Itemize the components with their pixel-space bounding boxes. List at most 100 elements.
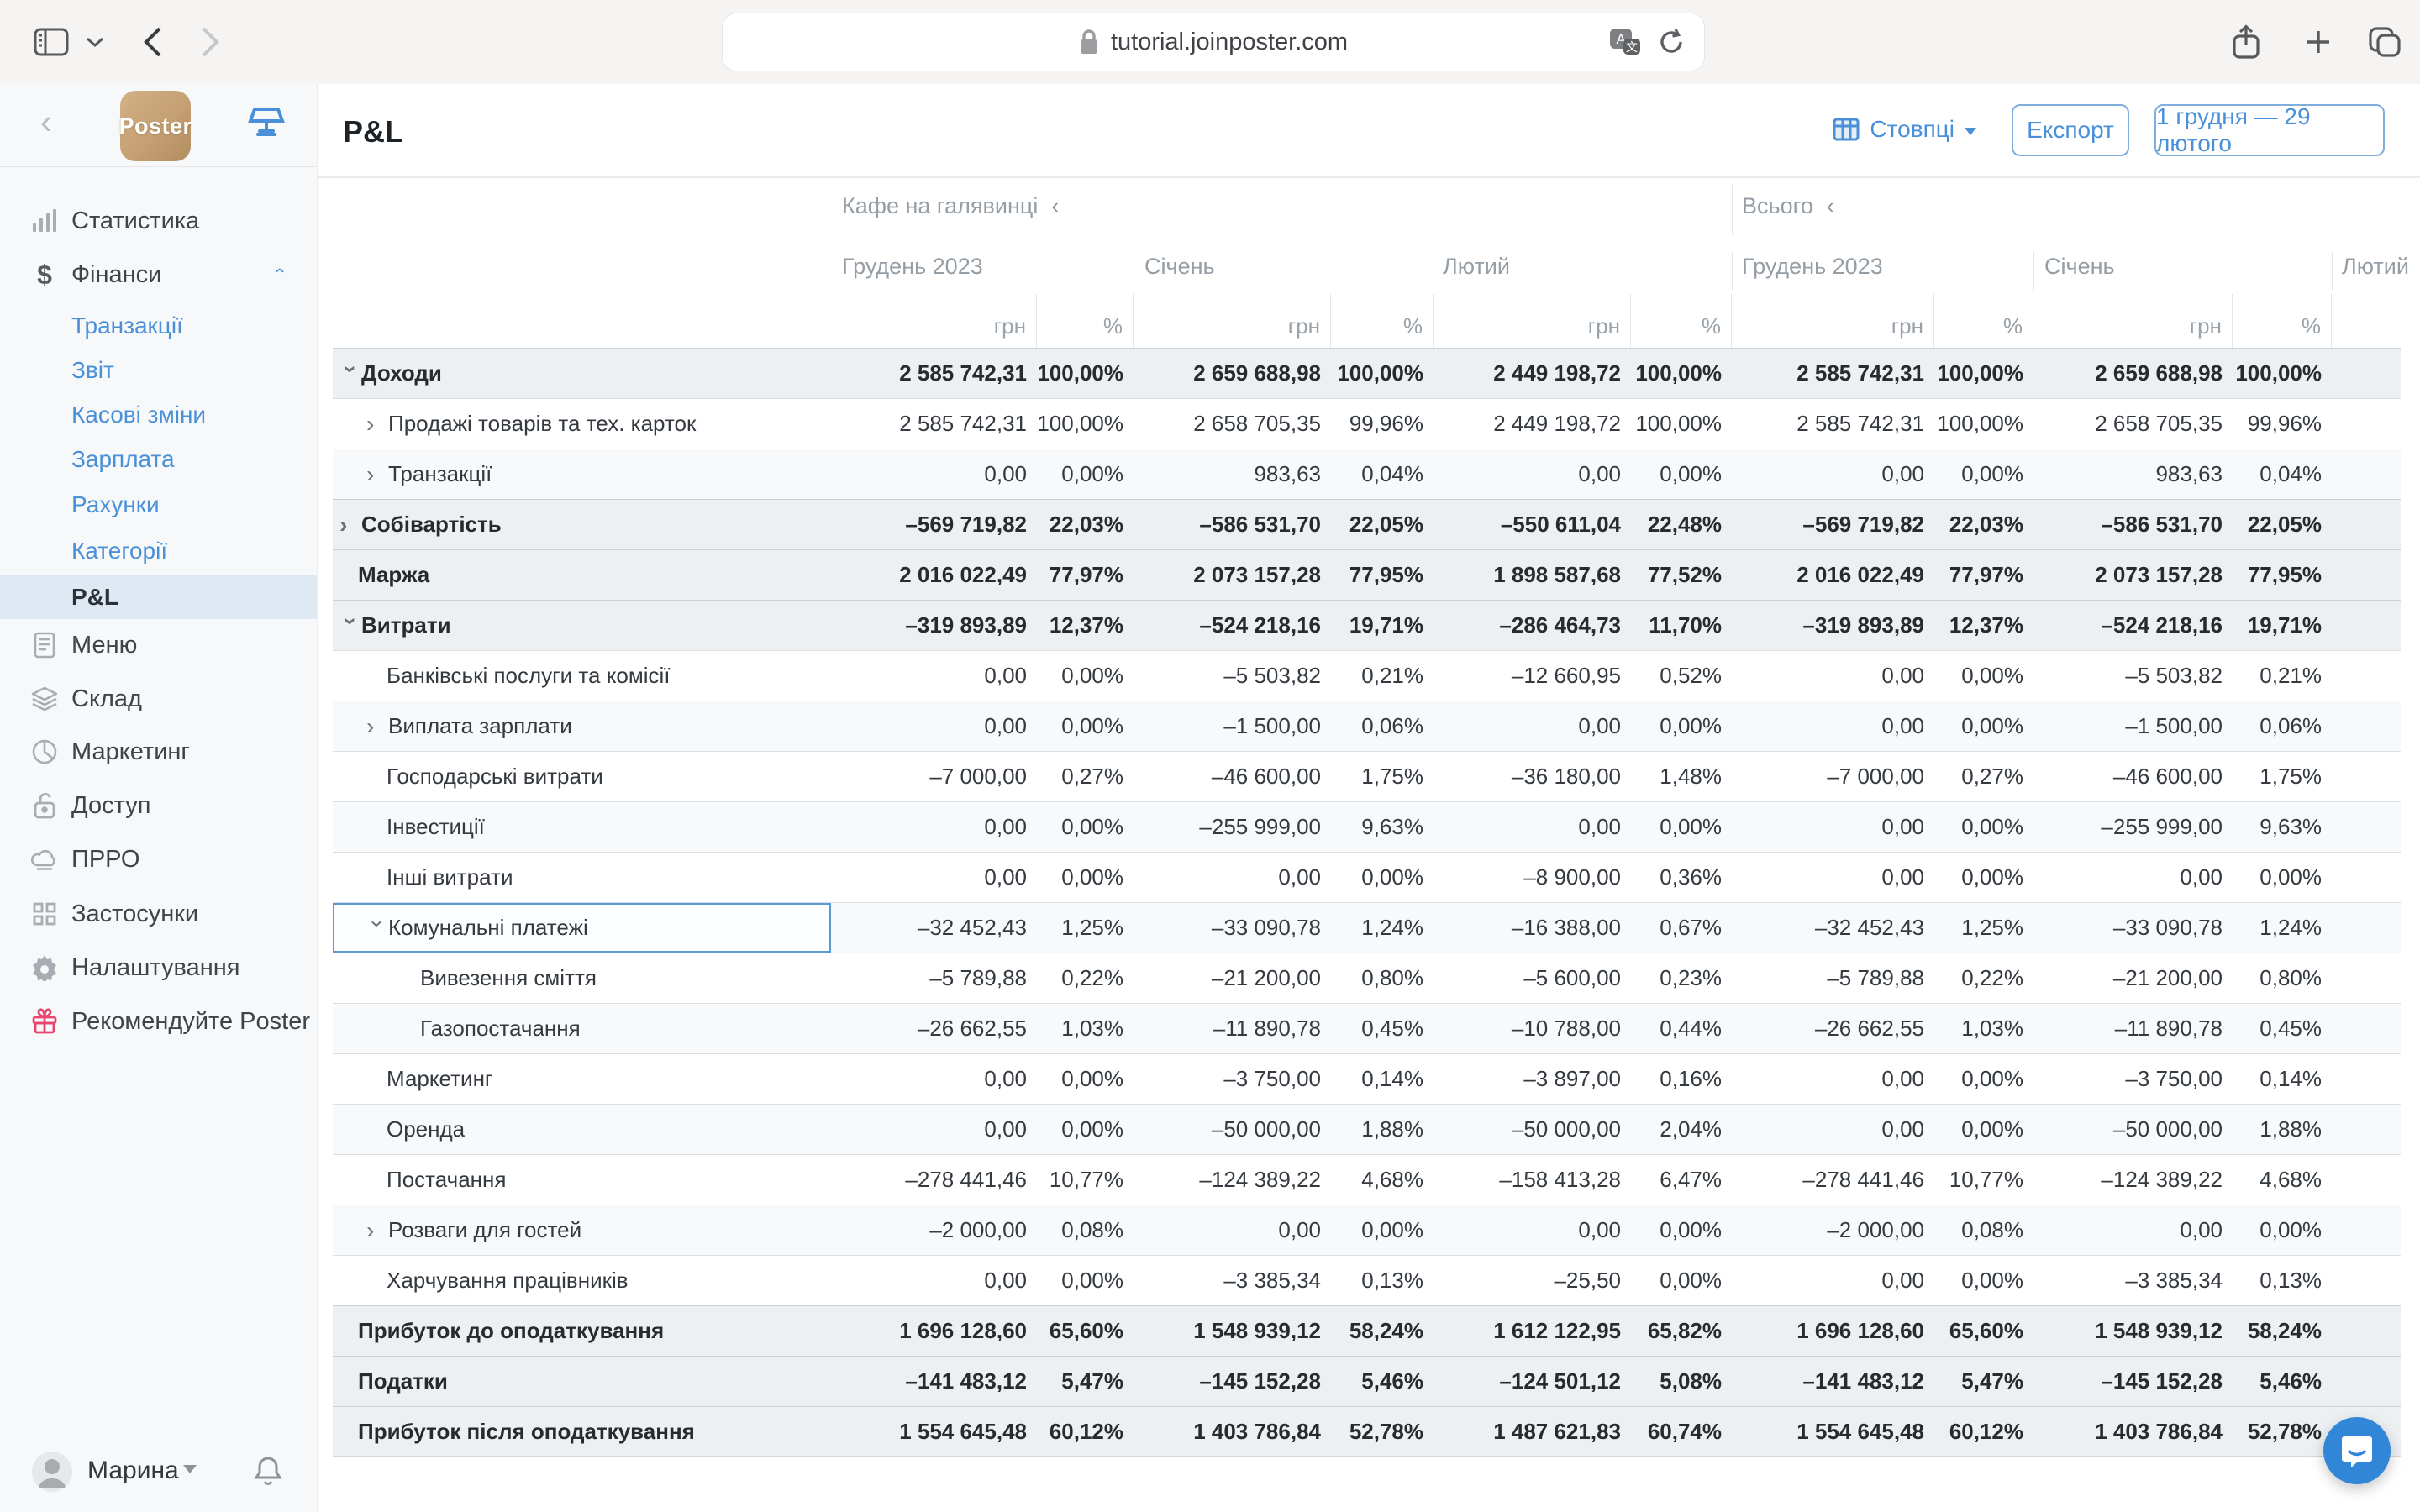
value-cell: –141 483,12	[831, 1357, 1037, 1406]
sidebar-item-5[interactable]: Застосунки	[0, 892, 317, 936]
sidebar-item-4[interactable]: ПРРО	[0, 837, 317, 881]
value-cell: 0,00	[1134, 1205, 1331, 1255]
share-icon[interactable]	[2232, 24, 2260, 60]
address-bar[interactable]: tutorial.joinposter.com A文	[723, 13, 1704, 71]
row-label-cell[interactable]: ›Доходи	[333, 349, 831, 398]
value-cell: –524 218,16	[2033, 601, 2233, 650]
sidebar-item-finance-sub-3[interactable]: Зарплата	[0, 438, 317, 481]
value-cell: 0,00	[1434, 701, 1631, 751]
collapse-row-icon[interactable]: ›	[364, 919, 391, 941]
value-cell: –569 719,82	[831, 500, 1037, 549]
chevron-up-icon[interactable]: ⌃	[271, 265, 288, 284]
row-label-cell[interactable]: ›Продажі товарів та тех. карток	[333, 399, 831, 449]
value-cell: 0,00	[1434, 1205, 1631, 1255]
layers-icon	[30, 685, 59, 712]
expand-row-icon[interactable]: ›	[366, 1217, 388, 1244]
collapse-row-icon[interactable]: ›	[337, 617, 364, 638]
sidebar-item-finance-sub-0[interactable]: Транзакції	[0, 304, 317, 348]
sidebar-item-label: Касові зміни	[71, 402, 206, 428]
value-cell: 1 548 939,12	[2033, 1306, 2233, 1356]
columns-caret-icon	[1965, 128, 1976, 135]
chevron-down-icon[interactable]	[86, 36, 104, 48]
row-label: Господарські витрати	[387, 764, 603, 790]
collapse-group-icon[interactable]: ‹	[1051, 193, 1059, 218]
user-menu-caret-icon[interactable]	[183, 1465, 197, 1473]
bell-icon[interactable]	[253, 1455, 283, 1488]
sidebar-item-finance[interactable]: $Фінанси⌃	[0, 253, 317, 297]
collapse-group-icon[interactable]: ‹	[1827, 193, 1834, 218]
table-row: Прибуток до оподаткування1 696 128,6065,…	[333, 1305, 2401, 1356]
row-label-cell[interactable]: ›Розваги для гостей	[333, 1205, 831, 1255]
row-label-cell: Інші витрати	[333, 853, 831, 902]
collapse-sidebar-icon[interactable]: ‹	[40, 104, 52, 139]
row-label-cell: Банківські послуги та комісії	[333, 651, 831, 701]
value-cell: 77,97%	[1934, 550, 2033, 600]
value-cell: 1,25%	[1934, 903, 2033, 953]
clipped-feb-cell	[2332, 903, 2401, 953]
back-icon[interactable]	[141, 25, 163, 59]
chat-launcher[interactable]	[2323, 1417, 2391, 1484]
clipped-feb-cell	[2332, 449, 2401, 499]
browser-toolbar: tutorial.joinposter.com A文	[0, 0, 2420, 85]
value-cell: 0,00	[1134, 853, 1331, 902]
pos-terminal-icon[interactable]	[248, 106, 285, 139]
date-range-button[interactable]: 1 грудня — 29 лютого	[2154, 104, 2385, 156]
value-cell: –3 897,00	[1434, 1054, 1631, 1104]
expand-row-icon[interactable]: ›	[366, 411, 388, 438]
export-button[interactable]: Експорт	[2012, 104, 2129, 156]
value-cell: 983,63	[2033, 449, 2233, 499]
value-cell: 0,00%	[1934, 651, 2033, 701]
row-label-cell[interactable]: ›Виплата зарплати	[333, 701, 831, 751]
value-cell: 0,00	[831, 449, 1037, 499]
reload-icon[interactable]	[1657, 27, 1686, 57]
sidebar-item-statistics[interactable]: Статистика	[0, 199, 317, 243]
sidebar-item-finance-sub-5[interactable]: Категорії	[0, 529, 317, 573]
value-cell: 0,00	[831, 802, 1037, 852]
row-label-cell[interactable]: ›Транзакції	[333, 449, 831, 499]
sidebar-item-6[interactable]: Налаштування	[0, 946, 317, 990]
sidebar-item-1[interactable]: Склад	[0, 677, 317, 721]
sidebar-toggle-icon[interactable]	[34, 28, 69, 56]
sidebar-item-2[interactable]: Маркетинг	[0, 730, 317, 774]
lock-open-icon	[30, 791, 59, 820]
value-cell: –586 531,70	[1134, 500, 1331, 549]
sidebar-item-pnl[interactable]: P&L	[0, 575, 317, 619]
table-row: ›Комунальні платежі–32 452,431,25%–33 09…	[333, 902, 2401, 953]
row-label-cell[interactable]: ›Витрати	[333, 601, 831, 650]
collapse-row-icon[interactable]: ›	[337, 365, 364, 386]
sidebar-item-finance-sub-4[interactable]: Рахунки	[0, 483, 317, 527]
value-cell: –141 483,12	[1732, 1357, 1934, 1406]
sidebar-item-finance-sub-2[interactable]: Касові зміни	[0, 393, 317, 437]
table-row: ›Продажі товарів та тех. карток2 585 742…	[333, 398, 2401, 449]
value-cell: 1 487 621,83	[1434, 1407, 1631, 1456]
location-group-row: Кафе на галявинці‹Всього‹	[333, 178, 2401, 239]
expand-row-icon[interactable]: ›	[366, 461, 388, 488]
sidebar-item-0[interactable]: Меню	[0, 623, 317, 667]
new-tab-icon[interactable]	[2304, 28, 2333, 56]
table-row: Податки–141 483,125,47%–145 152,285,46%–…	[333, 1356, 2401, 1406]
table-row: Господарські витрати–7 000,000,27%–46 60…	[333, 751, 2401, 801]
avatar[interactable]	[32, 1452, 72, 1492]
sidebar-item-7[interactable]: Рекомендуйте Poster	[0, 1000, 317, 1043]
row-label-cell[interactable]: ›Комунальні платежі	[333, 903, 831, 953]
translate-icon[interactable]: A文	[1608, 27, 1642, 57]
user-name[interactable]: Марина	[87, 1457, 179, 1485]
sidebar-item-finance-sub-1[interactable]: Звіт	[0, 349, 317, 392]
value-cell: 100,00%	[1934, 399, 2033, 449]
value-cell: 1 403 786,84	[1134, 1407, 1331, 1456]
value-cell: 0,00%	[1037, 651, 1134, 701]
value-cell: 1 403 786,84	[2033, 1407, 2233, 1456]
row-label-cell[interactable]: ›Собівартість	[333, 500, 831, 549]
value-cell: 0,00%	[1631, 1205, 1732, 1255]
value-cell: 0,00	[831, 1256, 1037, 1305]
tabs-icon[interactable]	[2368, 26, 2402, 58]
expand-row-icon[interactable]: ›	[366, 713, 388, 740]
sidebar-item-3[interactable]: Доступ	[0, 784, 317, 827]
value-cell: –46 600,00	[2033, 752, 2233, 801]
value-cell: 19,71%	[1331, 601, 1434, 650]
columns-button[interactable]: Стовпці	[1833, 116, 1976, 143]
expand-row-icon[interactable]: ›	[339, 512, 361, 538]
value-cell: –7 000,00	[1732, 752, 1934, 801]
unit-header-row: грн%грн%грн%грн%грн%	[333, 294, 2401, 348]
poster-logo[interactable]: Poster	[120, 91, 191, 161]
